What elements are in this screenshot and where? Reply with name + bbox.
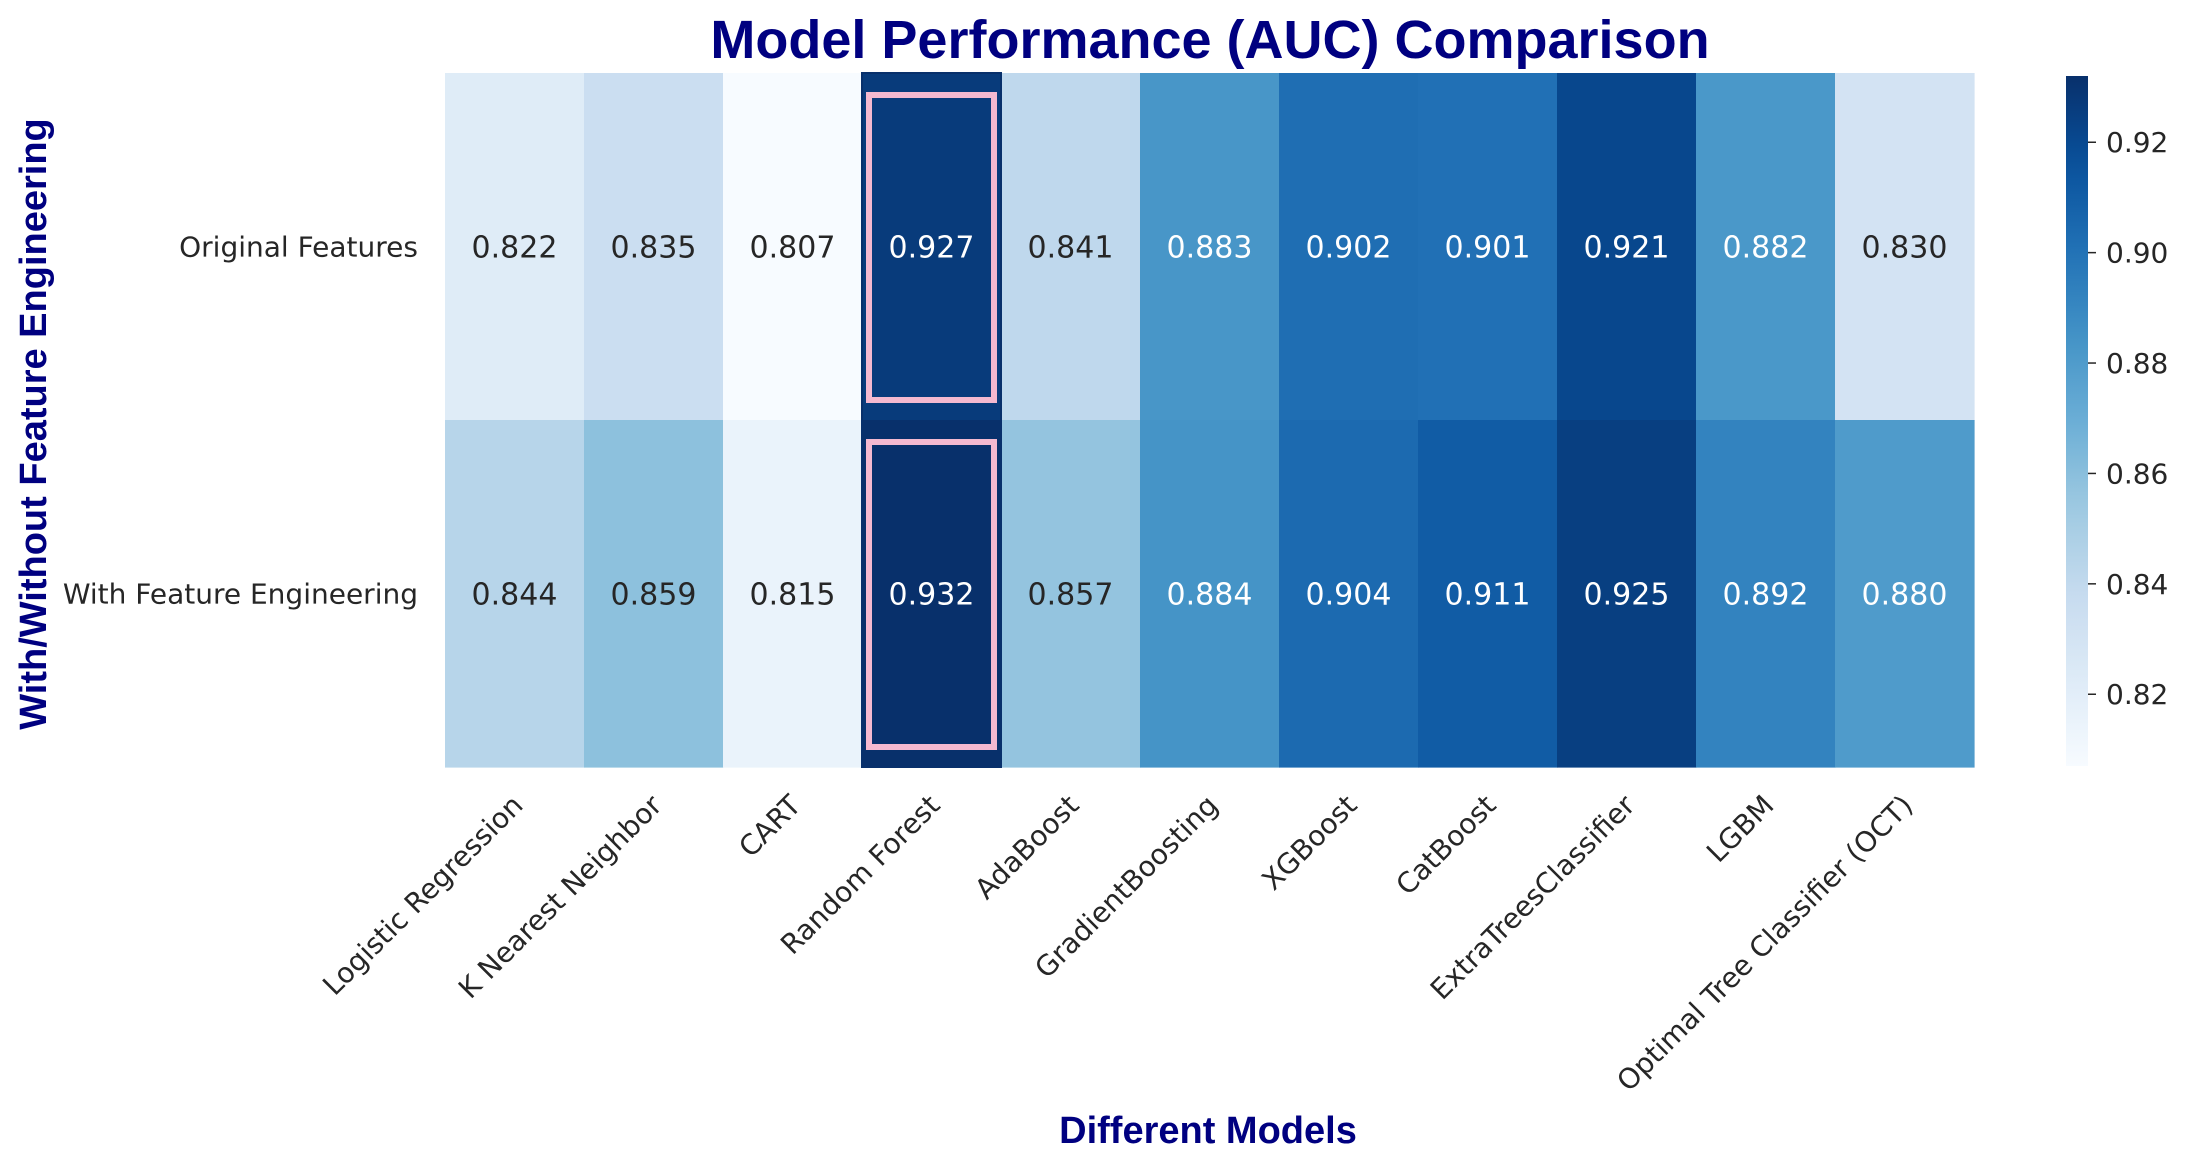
cell-value-label: 0.857: [1028, 578, 1114, 613]
x-tick-label: XGBoost: [1255, 789, 1363, 897]
heatmap-cell: [1140, 420, 1280, 768]
heatmap-cell: [1696, 420, 1836, 768]
cell-value-label: 0.830: [1862, 231, 1948, 266]
x-tick-label: Optimal Tree Classifier (OCT): [1610, 789, 1919, 1098]
x-tick-label: CatBoost: [1390, 789, 1503, 902]
cell-value-label: 0.911: [1445, 578, 1531, 613]
highlight-boxes: [861, 72, 1002, 768]
colorbar-tick-label: 0.86: [2106, 457, 2168, 490]
cell-value-label: 0.925: [1584, 578, 1670, 613]
cell-value-label: 0.932: [889, 578, 975, 613]
chart-title: Model Performance (AUC) Comparison: [710, 10, 1709, 70]
cell-value-label: 0.904: [1306, 578, 1392, 613]
colorbar-tick-label: 0.92: [2106, 126, 2168, 159]
heatmap-cell: [445, 73, 585, 421]
colorbar-tick-label: 0.88: [2106, 347, 2168, 380]
heatmap-cell: [1001, 73, 1141, 421]
colorbar-tick-label: 0.90: [2106, 237, 2168, 270]
heatmap-cell: [1140, 73, 1280, 421]
heatmap-cell: [1557, 420, 1697, 768]
y-tick-labels: Original Features With Feature Engineerin…: [63, 231, 418, 611]
highlight-box: [866, 439, 997, 750]
heatmap-cell: [584, 420, 724, 768]
cell-value-label: 0.884: [1167, 578, 1253, 613]
colorbar-tick-label: 0.82: [2106, 678, 2168, 711]
cell-value-label: 0.882: [1723, 231, 1809, 266]
heatmap-cell: [723, 420, 863, 768]
cell-value-label: 0.901: [1445, 231, 1531, 266]
heatmap-cell: [584, 73, 724, 421]
cell-value-label: 0.892: [1723, 578, 1809, 613]
y-tick-label: With Feature Engineering: [63, 578, 418, 611]
cell-value-label: 0.927: [889, 231, 975, 266]
heatmap-cell: [1557, 73, 1697, 421]
heatmap-cell: [445, 420, 585, 768]
cell-value-label: 0.859: [611, 578, 697, 613]
heatmap-cell: [1279, 420, 1419, 768]
x-tick-label: AdaBoost: [968, 789, 1085, 906]
cell-value-label: 0.883: [1167, 231, 1253, 266]
highlight-column-border: [861, 72, 1002, 768]
y-tick-label: Original Features: [179, 231, 418, 264]
highlight-box: [866, 92, 997, 403]
cell-value-label: 0.902: [1306, 231, 1392, 266]
cell-value-label: 0.815: [750, 578, 836, 613]
heatmap-cell: [862, 73, 1002, 421]
cell-value-label: 0.835: [611, 231, 697, 266]
cell-value-label: 0.844: [472, 578, 558, 613]
heatmap-cell: [1279, 73, 1419, 421]
heatmap-cell: [1418, 73, 1558, 421]
cell-value-label: 0.921: [1584, 231, 1670, 266]
x-tick-label: CART: [732, 788, 808, 864]
heatmap-cell: [723, 73, 863, 421]
heatmap-cell: [1418, 420, 1558, 768]
heatmap-cell: [1001, 420, 1141, 768]
cell-value-label: 0.822: [472, 231, 558, 266]
heatmap-cell: [1835, 420, 1975, 768]
cell-value-label: 0.841: [1028, 231, 1114, 266]
colorbar-gradient: [2066, 76, 2088, 766]
heatmap-cell: [1696, 73, 1836, 421]
colorbar: 0.82 0.84 0.86 0.88 0.90 0.92: [2066, 76, 2168, 766]
cell-value-label: 0.880: [1862, 578, 1948, 613]
x-tick-label: LGBM: [1700, 789, 1780, 869]
cell-value-labels: 0.822 0.835 0.807 0.927 0.841 0.883 0.902 0.901…: [472, 231, 1948, 613]
cell-value-label: 0.807: [750, 231, 836, 266]
heatmap-cell: [1835, 73, 1975, 421]
heatmap-cell: [862, 420, 1002, 768]
heatmap-cells: [445, 73, 1975, 768]
x-axis-label: Different Models: [1059, 1110, 1357, 1152]
colorbar-tick-label: 0.84: [2106, 568, 2168, 601]
y-axis-label: With/Without Feature Engineering: [13, 118, 55, 730]
